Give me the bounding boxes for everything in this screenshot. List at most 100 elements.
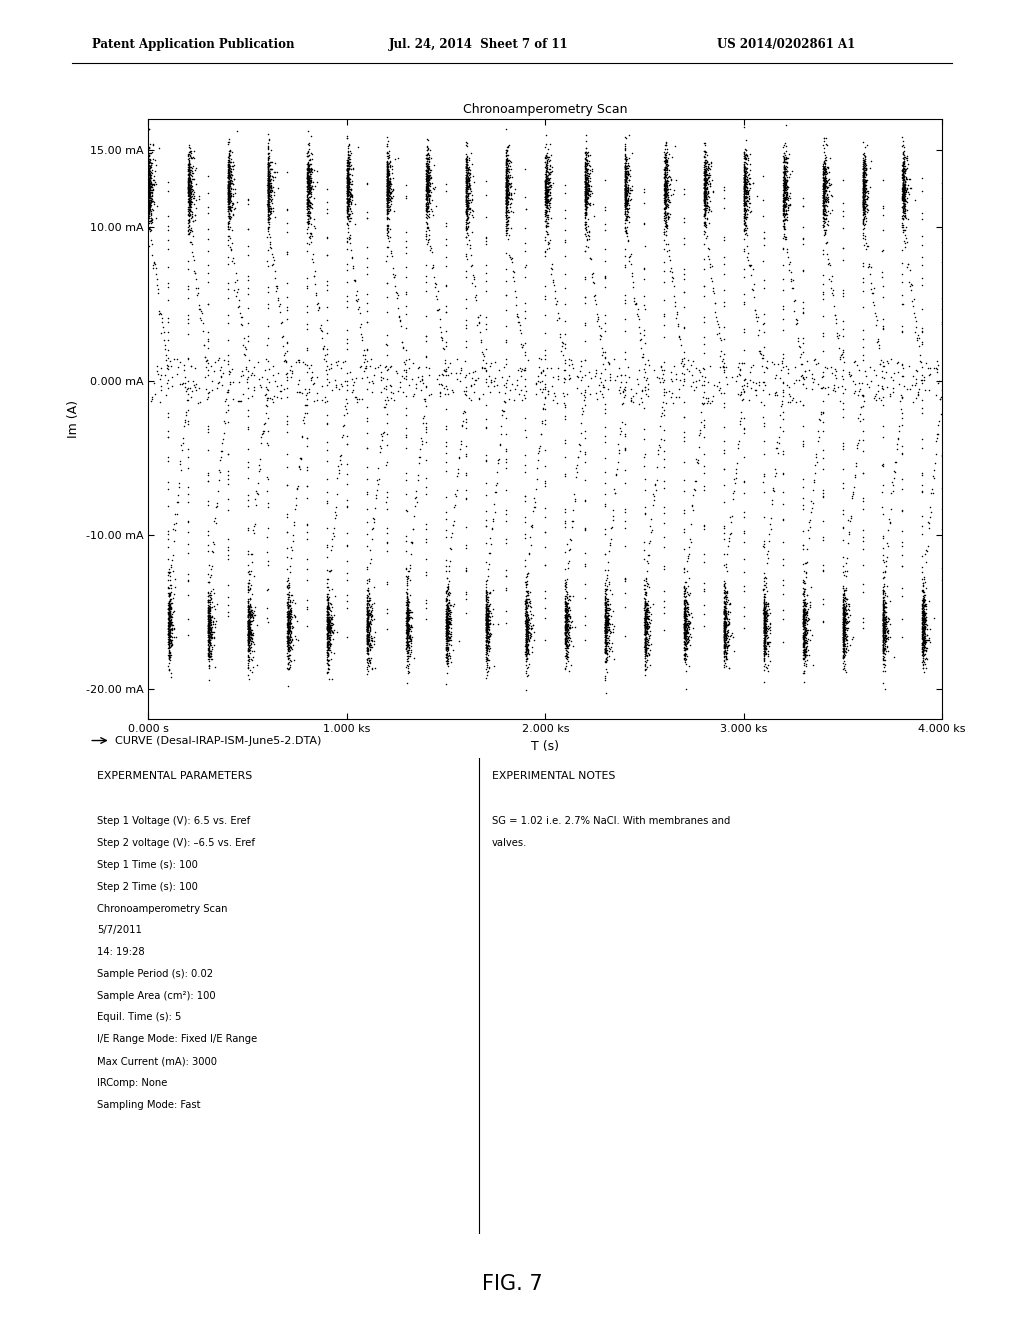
Point — [185, 260, 202, 281]
Point — [343, 180, 359, 201]
Point — [260, 181, 276, 202]
Point — [776, 194, 793, 215]
Point — [823, 199, 840, 220]
Point — [676, 342, 692, 363]
Point — [815, 181, 831, 202]
Point — [460, 207, 476, 228]
Point — [696, 203, 713, 224]
Point — [180, 378, 197, 399]
Point — [572, 355, 589, 376]
Point — [835, 639, 851, 660]
Point — [222, 161, 239, 182]
Point — [751, 372, 767, 393]
Point — [161, 593, 177, 614]
Point — [419, 191, 435, 213]
Point — [380, 186, 396, 207]
Point — [876, 639, 892, 660]
Point — [920, 648, 936, 669]
Point — [637, 639, 653, 660]
Point — [162, 636, 178, 657]
Point — [499, 166, 515, 187]
Point — [243, 623, 259, 644]
Point — [719, 609, 735, 630]
Point — [314, 375, 331, 396]
Point — [537, 387, 553, 408]
Point — [597, 593, 613, 614]
Point — [795, 302, 811, 323]
Point — [161, 619, 177, 640]
Point — [220, 272, 237, 293]
Point — [697, 168, 714, 189]
Point — [538, 598, 554, 619]
Point — [241, 626, 257, 647]
Point — [738, 144, 755, 165]
Point — [281, 601, 297, 622]
Point — [204, 556, 220, 577]
Point — [817, 199, 834, 220]
Point — [460, 168, 476, 189]
Point — [797, 634, 813, 655]
Point — [795, 639, 811, 660]
Point — [695, 306, 712, 327]
Point — [676, 607, 692, 628]
Point — [359, 597, 376, 618]
Point — [318, 546, 335, 568]
Point — [839, 561, 855, 582]
Point — [617, 176, 634, 197]
Point — [597, 585, 613, 606]
Point — [478, 614, 495, 635]
Point — [318, 589, 335, 610]
Point — [927, 356, 943, 378]
Point — [262, 177, 279, 198]
Point — [459, 209, 475, 230]
Point — [420, 177, 436, 198]
Point — [301, 197, 317, 218]
Point — [874, 645, 891, 667]
Point — [438, 611, 455, 632]
Point — [557, 577, 573, 598]
Point — [398, 618, 415, 639]
Point — [480, 612, 497, 634]
Point — [835, 609, 851, 630]
Point — [797, 612, 813, 634]
Point — [836, 599, 852, 620]
Point — [720, 635, 736, 656]
Point — [797, 619, 813, 640]
Point — [221, 187, 238, 209]
Point — [175, 433, 191, 454]
Point — [822, 202, 839, 223]
Point — [259, 209, 275, 230]
Point — [518, 635, 535, 656]
Point — [299, 168, 315, 189]
Point — [439, 618, 456, 639]
Point — [302, 183, 318, 205]
Point — [160, 478, 176, 499]
Point — [459, 186, 475, 207]
Point — [299, 177, 315, 198]
Point — [260, 158, 276, 180]
Point — [606, 479, 623, 500]
Point — [700, 162, 717, 183]
Point — [720, 635, 736, 656]
Point — [637, 611, 653, 632]
Point — [337, 370, 353, 391]
Point — [625, 391, 641, 412]
Point — [557, 463, 573, 484]
Point — [501, 183, 517, 205]
Point — [420, 178, 436, 199]
Point — [259, 379, 275, 400]
Point — [934, 298, 950, 319]
Point — [874, 623, 891, 644]
Point — [676, 597, 692, 618]
Point — [915, 607, 932, 628]
Point — [438, 595, 455, 616]
Point — [874, 612, 891, 634]
Point — [399, 610, 416, 631]
Point — [776, 197, 793, 218]
Point — [200, 601, 216, 622]
Point — [180, 161, 197, 182]
Point — [717, 640, 733, 661]
Point — [300, 176, 316, 197]
Point — [795, 498, 811, 519]
Point — [378, 218, 394, 239]
